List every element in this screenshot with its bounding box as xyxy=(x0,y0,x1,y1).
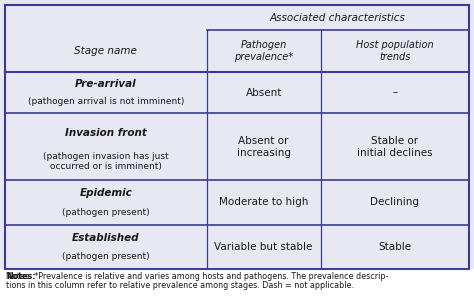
Text: Absent or
increasing: Absent or increasing xyxy=(237,135,291,158)
Bar xyxy=(0,269,474,305)
Text: Pathogen
prevalence*: Pathogen prevalence* xyxy=(234,40,293,62)
Text: Absent: Absent xyxy=(246,88,282,98)
Text: Pre-arrival: Pre-arrival xyxy=(75,79,137,89)
Bar xyxy=(5,5,469,269)
Text: Associated characteristics: Associated characteristics xyxy=(270,13,406,23)
Text: Notes: *Prevalence is relative and varies among hosts and pathogens. The prevale: Notes: *Prevalence is relative and varie… xyxy=(6,272,388,281)
Text: (pathogen present): (pathogen present) xyxy=(62,208,150,217)
Text: (pathogen invasion has just
occurred or is imminent): (pathogen invasion has just occurred or … xyxy=(43,152,169,171)
Text: Epidemic: Epidemic xyxy=(80,188,132,199)
Text: tions in this column refer to relative prevalence among stages. Dash = not appli: tions in this column refer to relative p… xyxy=(6,281,354,289)
Text: Stable: Stable xyxy=(378,242,411,252)
Text: (pathogen present): (pathogen present) xyxy=(62,252,150,261)
Text: Stable or
initial declines: Stable or initial declines xyxy=(357,135,433,158)
Text: Notes:: Notes: xyxy=(6,272,36,281)
Text: Invasion front: Invasion front xyxy=(65,128,147,138)
Text: (pathogen arrival is not imminent): (pathogen arrival is not imminent) xyxy=(28,97,184,106)
Text: Moderate to high: Moderate to high xyxy=(219,197,309,207)
Text: –: – xyxy=(392,88,397,98)
Text: Declining: Declining xyxy=(370,197,419,207)
Text: Variable but stable: Variable but stable xyxy=(215,242,313,252)
Text: Stage name: Stage name xyxy=(74,46,137,56)
Text: Host population
trends: Host population trends xyxy=(356,40,434,62)
Text: Established: Established xyxy=(72,233,140,243)
